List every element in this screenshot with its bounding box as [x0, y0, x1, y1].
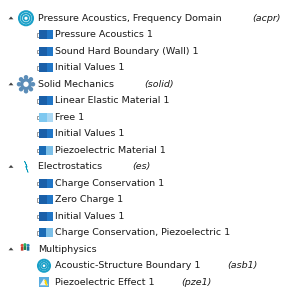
FancyBboxPatch shape	[47, 113, 53, 122]
FancyBboxPatch shape	[38, 277, 49, 287]
Text: (es): (es)	[133, 162, 151, 171]
FancyBboxPatch shape	[37, 215, 40, 218]
FancyBboxPatch shape	[39, 129, 53, 138]
Polygon shape	[8, 83, 13, 85]
FancyBboxPatch shape	[39, 228, 46, 237]
Polygon shape	[8, 16, 13, 19]
Text: Pressure Acoustics, Frequency Domain: Pressure Acoustics, Frequency Domain	[38, 14, 225, 23]
FancyBboxPatch shape	[47, 30, 53, 39]
Polygon shape	[8, 165, 13, 168]
FancyBboxPatch shape	[21, 247, 23, 251]
Text: Acoustic-Structure Boundary 1: Acoustic-Structure Boundary 1	[55, 261, 203, 270]
Text: (solid): (solid)	[145, 80, 174, 89]
FancyBboxPatch shape	[47, 195, 53, 204]
Text: Zero Charge 1: Zero Charge 1	[55, 195, 123, 204]
Text: (pze1): (pze1)	[181, 278, 212, 287]
Text: Initial Values 1: Initial Values 1	[55, 129, 124, 138]
Text: Sound Hard Boundary (Wall) 1: Sound Hard Boundary (Wall) 1	[55, 47, 198, 56]
FancyBboxPatch shape	[47, 63, 53, 72]
Text: Charge Conservation, Piezoelectric 1: Charge Conservation, Piezoelectric 1	[55, 228, 230, 237]
Circle shape	[21, 244, 24, 247]
Text: (acpr): (acpr)	[252, 14, 281, 23]
Circle shape	[19, 87, 23, 91]
Circle shape	[29, 77, 33, 81]
FancyBboxPatch shape	[37, 181, 40, 185]
FancyBboxPatch shape	[47, 179, 53, 188]
FancyBboxPatch shape	[37, 116, 40, 119]
Text: Initial Values 1: Initial Values 1	[55, 212, 124, 221]
Text: Piezoelectric Material 1: Piezoelectric Material 1	[55, 146, 166, 155]
FancyBboxPatch shape	[47, 129, 53, 138]
Circle shape	[27, 244, 30, 247]
FancyBboxPatch shape	[37, 148, 40, 152]
Circle shape	[23, 243, 26, 246]
Text: Charge Conservation 1: Charge Conservation 1	[55, 179, 164, 188]
Circle shape	[20, 78, 32, 90]
FancyBboxPatch shape	[37, 66, 40, 69]
Text: Piezoelectric Effect 1: Piezoelectric Effect 1	[55, 278, 157, 287]
FancyBboxPatch shape	[37, 49, 40, 53]
Text: Multiphysics: Multiphysics	[38, 245, 97, 254]
FancyBboxPatch shape	[37, 33, 40, 36]
FancyBboxPatch shape	[27, 247, 30, 251]
Circle shape	[23, 82, 29, 87]
FancyBboxPatch shape	[39, 47, 53, 56]
FancyBboxPatch shape	[37, 198, 40, 201]
Circle shape	[24, 75, 28, 79]
Circle shape	[19, 77, 23, 81]
FancyBboxPatch shape	[47, 212, 53, 221]
FancyBboxPatch shape	[24, 246, 26, 250]
FancyBboxPatch shape	[37, 132, 40, 136]
Polygon shape	[40, 279, 48, 285]
Polygon shape	[8, 248, 13, 250]
FancyBboxPatch shape	[39, 179, 53, 188]
FancyBboxPatch shape	[39, 96, 53, 105]
Circle shape	[31, 82, 35, 86]
FancyBboxPatch shape	[46, 146, 53, 155]
FancyBboxPatch shape	[39, 146, 46, 155]
FancyBboxPatch shape	[39, 195, 53, 204]
Text: Initial Values 1: Initial Values 1	[55, 63, 124, 72]
Text: Linear Elastic Material 1: Linear Elastic Material 1	[55, 96, 169, 105]
FancyBboxPatch shape	[37, 99, 40, 103]
FancyBboxPatch shape	[37, 231, 40, 235]
FancyBboxPatch shape	[39, 63, 53, 72]
Circle shape	[17, 82, 21, 86]
Circle shape	[24, 89, 28, 93]
Text: Free 1: Free 1	[55, 113, 84, 122]
FancyBboxPatch shape	[46, 228, 53, 237]
FancyBboxPatch shape	[47, 96, 53, 105]
Text: Solid Mechanics: Solid Mechanics	[38, 80, 117, 89]
FancyBboxPatch shape	[47, 47, 53, 56]
FancyBboxPatch shape	[39, 30, 53, 39]
Circle shape	[29, 87, 33, 91]
FancyBboxPatch shape	[39, 113, 53, 122]
Polygon shape	[24, 161, 28, 173]
FancyBboxPatch shape	[39, 212, 53, 221]
Text: Pressure Acoustics 1: Pressure Acoustics 1	[55, 30, 153, 39]
Text: Electrostatics: Electrostatics	[38, 162, 105, 171]
Text: (asb1): (asb1)	[227, 261, 257, 270]
